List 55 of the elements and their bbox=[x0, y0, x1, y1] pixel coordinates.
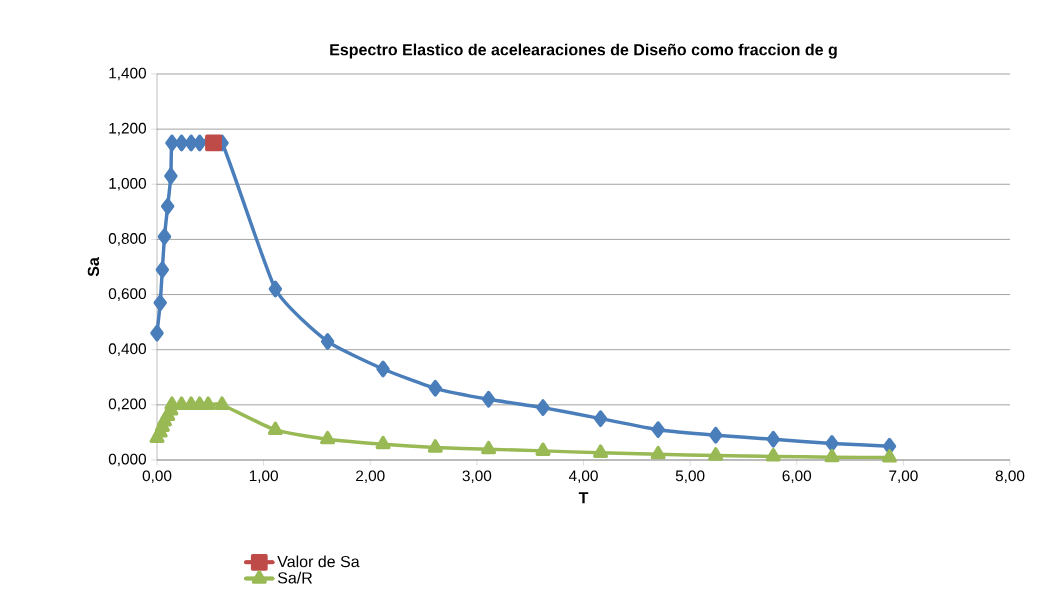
point bbox=[155, 261, 170, 279]
point bbox=[320, 430, 336, 445]
legend-label: Valor de Sa bbox=[277, 555, 360, 568]
y-tick-label: 1,400 bbox=[109, 67, 146, 81]
point bbox=[651, 421, 665, 439]
point bbox=[650, 445, 666, 460]
point bbox=[481, 440, 497, 455]
point bbox=[375, 435, 391, 450]
x-axis-title: T bbox=[578, 492, 589, 504]
y-tick-label: 0,800 bbox=[108, 233, 146, 246]
y-tick-label: 0,000 bbox=[108, 453, 146, 467]
point bbox=[153, 294, 167, 312]
point bbox=[165, 134, 179, 152]
point bbox=[481, 390, 496, 408]
legend-label: Sa/R bbox=[277, 571, 313, 584]
point bbox=[427, 439, 443, 453]
chart-title: Espectro Elastico de acelearaciones de Diseño como fraccion de g bbox=[330, 43, 837, 59]
x-tick-label: 0,00 bbox=[142, 470, 172, 484]
point bbox=[320, 333, 335, 350]
x-tick-label: 4,00 bbox=[568, 470, 598, 484]
x-tick-label: 3,00 bbox=[462, 470, 492, 484]
point bbox=[825, 435, 839, 452]
point bbox=[536, 399, 550, 417]
x-tick-label: 5,00 bbox=[675, 470, 705, 484]
x-tick-label: 8,00 bbox=[995, 470, 1025, 484]
point bbox=[268, 280, 283, 298]
point bbox=[708, 426, 723, 444]
point bbox=[708, 447, 724, 461]
x-tick-label: 6,00 bbox=[782, 470, 812, 484]
point bbox=[267, 421, 283, 436]
y-tick-label: 0,200 bbox=[108, 398, 146, 412]
point bbox=[205, 134, 222, 152]
point bbox=[881, 449, 898, 463]
y-tick-label: 0,400 bbox=[108, 343, 146, 357]
x-tick-label: 2,00 bbox=[356, 470, 385, 484]
x-tick-label: 7,00 bbox=[889, 470, 918, 484]
x-tick-label: 1,00 bbox=[249, 470, 278, 484]
point bbox=[593, 410, 608, 428]
point bbox=[766, 430, 781, 448]
y-axis-title: Sa bbox=[87, 257, 100, 277]
point bbox=[164, 167, 178, 185]
point bbox=[593, 444, 609, 458]
point bbox=[765, 448, 781, 462]
point bbox=[174, 134, 189, 152]
point bbox=[150, 324, 164, 342]
point bbox=[824, 448, 840, 463]
point bbox=[214, 396, 230, 410]
point bbox=[428, 379, 443, 397]
point bbox=[535, 442, 551, 456]
point bbox=[376, 360, 390, 378]
y-tick-label: 1,200 bbox=[109, 122, 146, 136]
y-tick-label: 0,600 bbox=[108, 288, 146, 301]
y-tick-label: 1,000 bbox=[109, 177, 146, 191]
point bbox=[160, 197, 175, 215]
point bbox=[157, 228, 172, 246]
